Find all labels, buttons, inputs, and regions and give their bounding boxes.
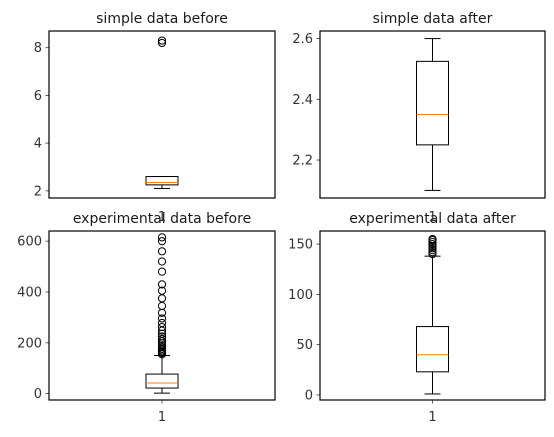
y-tick-label: 2.4 [292,93,313,108]
y-tick-label: 2.2 [292,154,313,169]
outlier-point [157,36,167,45]
iqr-box [416,60,449,146]
axes-frame [319,30,546,199]
axes-frame [48,30,276,199]
outlier-point [428,248,437,257]
outlier-point [157,314,167,323]
y-tick-label: 2.6 [292,32,313,47]
outlier-point [157,332,167,341]
y-tick-label: 2 [34,184,42,199]
outlier-point [157,267,167,276]
x-tick-label: 1 [428,410,436,425]
y-tick-label: 600 [17,235,42,250]
iqr-box [145,373,179,389]
outlier-point [157,237,167,246]
outlier-point [157,334,167,344]
y-tick-label: 6 [34,89,42,104]
y-tick-label: 400 [17,285,42,300]
subplot-2: simple data after 2.2 2.4 2.6 [292,11,546,199]
subplot-title: simple data before [96,11,228,27]
x-tick-label: 1 [158,410,166,425]
outlier-point [157,280,167,289]
outlier-point [428,234,437,244]
subplot-1: simple data before 2 4 6 8 [34,11,276,199]
y-tick-label: 8 [34,41,42,56]
outlier-point [157,233,167,242]
y-tick-label: 4 [34,137,42,152]
subplot-title: experimental data before [73,211,251,227]
outlier-point [157,318,167,328]
iqr-box [145,176,179,186]
y-tick-label: 100 [288,288,313,303]
y-tick-label: 200 [17,336,42,351]
outlier-point [428,246,437,255]
outlier-point [428,250,437,259]
subplot-title: simple data after [373,11,493,27]
y-tick-label: 50 [296,338,313,353]
outlier-point [157,247,167,256]
iqr-box [416,326,449,373]
outlier-point [157,257,167,266]
y-tick-label: 150 [288,238,313,253]
outlier-point [428,239,437,249]
subplot-title: experimental data after [349,211,516,227]
overlay-tick-label: 1 [428,210,436,225]
outlier-point [157,38,167,48]
outlier-point [428,237,437,247]
outlier-point [157,329,167,338]
y-tick-label: 0 [34,387,42,402]
subplot-3: experimental data before 0 200 400 600 1 1 [17,210,276,425]
outlier-point [157,286,167,295]
overlay-tick-label: 1 [158,210,166,225]
outlier-point [428,244,437,253]
outlier-point [157,341,167,350]
outlier-point [157,322,167,332]
y-tick-label: 0 [305,388,313,403]
subplot-4: experimental data after 0 50 100 150 1 1 [288,210,546,425]
